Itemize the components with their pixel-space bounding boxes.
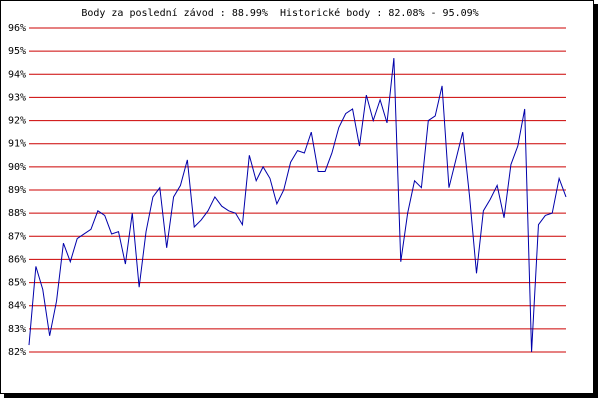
y-tick-label: 92%	[8, 116, 26, 127]
y-tick-label: 90%	[8, 162, 26, 173]
y-tick-label: 83%	[8, 324, 26, 335]
y-tick-label: 82%	[8, 347, 26, 358]
y-tick-label: 87%	[8, 231, 26, 242]
y-tick-label: 84%	[8, 301, 26, 312]
y-tick-label: 95%	[8, 46, 26, 57]
y-tick-label: 94%	[8, 69, 26, 80]
data-line	[28, 58, 567, 353]
y-tick-label: 96%	[8, 23, 26, 34]
y-tick-label: 89%	[8, 185, 26, 196]
frame	[0, 0, 594, 394]
chart-title: Body za poslední závod : 88.99% Historic…	[81, 7, 478, 19]
y-tick-label: 93%	[8, 92, 26, 103]
y-tick-label: 88%	[8, 208, 26, 219]
y-tick-label: 86%	[8, 254, 26, 265]
y-tick-label: 85%	[8, 278, 26, 289]
y-tick-label: 91%	[8, 139, 26, 150]
